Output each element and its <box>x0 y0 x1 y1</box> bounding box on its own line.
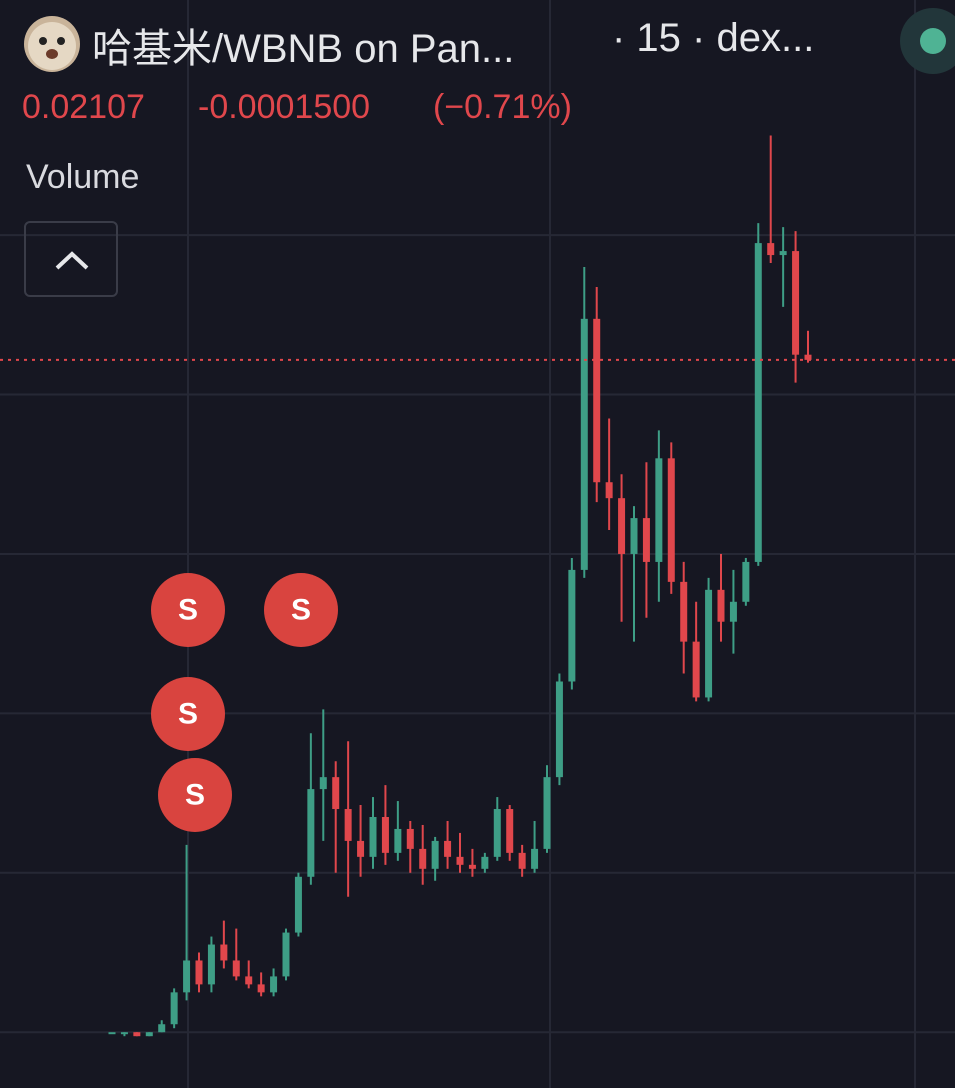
pair-title[interactable]: 哈基米/WBNB on Pan... <box>92 27 515 71</box>
candle-body <box>804 354 812 360</box>
candle-body <box>667 458 675 582</box>
candle-body <box>767 243 775 256</box>
candle-body <box>444 840 452 857</box>
sell-marker-label: S <box>291 594 311 627</box>
candle-body <box>270 976 278 993</box>
candle-body <box>531 848 539 869</box>
candle-body <box>133 1032 141 1037</box>
candle-body <box>493 809 501 857</box>
candle-body <box>481 856 489 869</box>
candle-body <box>568 569 576 682</box>
candle-body <box>294 876 302 933</box>
avatar <box>24 16 80 72</box>
candle-body <box>456 856 464 865</box>
sell-marker-circle <box>158 758 232 832</box>
last-price: 0.02107 <box>22 88 145 126</box>
candle-body <box>506 809 514 853</box>
candle-body <box>406 828 414 849</box>
candle-body <box>630 518 638 554</box>
status-indicator[interactable] <box>900 8 955 74</box>
candle-body <box>369 816 377 857</box>
sell-marker-label: S <box>178 594 198 627</box>
candle-body <box>282 932 290 977</box>
candle-body <box>754 243 762 562</box>
candle-body <box>207 944 215 985</box>
candle-body <box>357 840 365 857</box>
candle-body <box>618 498 626 554</box>
vertical-grid <box>187 0 916 1088</box>
candle-body <box>468 864 476 869</box>
candle-body <box>394 828 402 853</box>
interval-source[interactable]: · 15 · dex... <box>612 16 815 60</box>
collapse-button[interactable] <box>24 221 118 297</box>
candle-body <box>543 777 551 849</box>
candle-body <box>381 816 389 853</box>
sell-marker-circle <box>264 573 338 647</box>
candle-body <box>680 581 688 642</box>
candle-body <box>580 318 588 570</box>
avatar-face <box>28 22 76 70</box>
candle-body <box>257 984 265 993</box>
sell-marker: S <box>264 573 338 647</box>
candle-body <box>245 976 253 985</box>
candle-body <box>145 1032 153 1037</box>
sell-marker-circle <box>151 677 225 751</box>
candle-body <box>655 458 663 562</box>
candle-body <box>717 589 725 622</box>
candle-body <box>158 1024 166 1033</box>
candle-body <box>120 1032 128 1035</box>
candle-body <box>779 251 787 256</box>
sell-marker-circle <box>151 573 225 647</box>
sell-marker: S <box>151 677 225 751</box>
candle-body <box>170 992 178 1025</box>
candle-body <box>220 944 228 961</box>
candle-body <box>742 561 750 602</box>
price-change-percent: (−0.71%) <box>433 88 572 126</box>
candle-body <box>792 251 800 355</box>
candle-body <box>195 960 203 985</box>
price-change: -0.0001500 <box>198 88 371 126</box>
sell-marker: S <box>158 758 232 832</box>
candle-body <box>183 960 191 993</box>
candle-body <box>332 777 340 810</box>
candle-body <box>419 848 427 869</box>
candle-body <box>108 1032 116 1035</box>
candle-body <box>344 809 352 841</box>
candle-body <box>729 601 737 622</box>
volume-label: Volume <box>26 158 140 196</box>
candle-body <box>319 777 327 790</box>
candle-body <box>705 589 713 698</box>
candle-body <box>431 840 439 869</box>
candle-body <box>692 641 700 698</box>
sell-marker-label: S <box>178 698 198 731</box>
chevron-icon <box>55 251 89 270</box>
candle-body <box>642 518 650 562</box>
sell-marker: S <box>151 573 225 647</box>
candle-body <box>518 852 526 869</box>
candle-body <box>593 318 601 483</box>
candle-body <box>555 681 563 778</box>
sell-marker-label: S <box>185 779 205 812</box>
candle-body <box>307 789 315 877</box>
candle-body <box>232 960 240 977</box>
candle-body <box>605 482 613 499</box>
